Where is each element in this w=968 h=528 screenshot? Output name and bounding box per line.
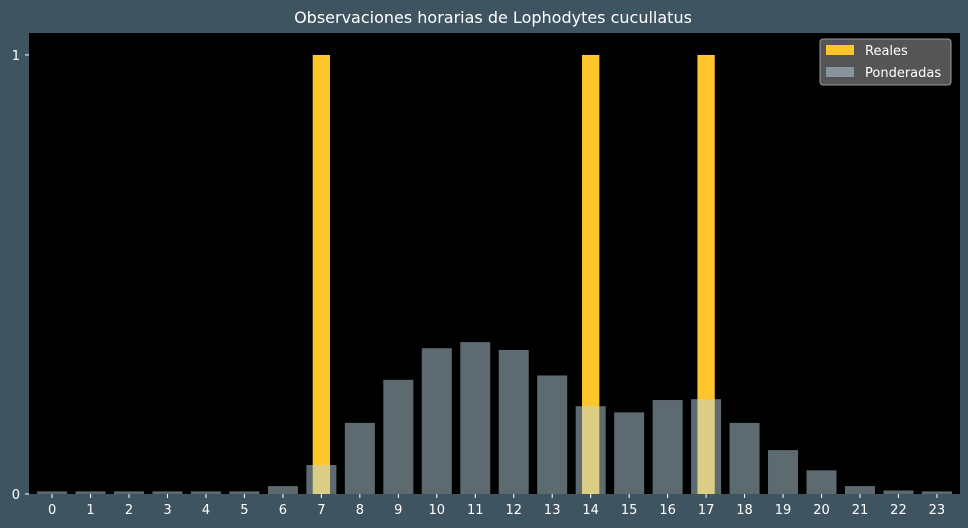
- x-tick-label-18: 18: [736, 503, 753, 518]
- bar-ponderadas-13: [537, 375, 568, 494]
- bar-reales-17: [697, 54, 715, 494]
- bar-ponderadas-19: [768, 450, 799, 494]
- x-tick-label-15: 15: [621, 503, 638, 518]
- bars: [37, 54, 952, 494]
- x-tick-label-8: 8: [356, 503, 364, 518]
- bar-ponderadas-3: [152, 491, 183, 494]
- bar-ponderadas-1: [75, 491, 106, 494]
- legend-label-ponderadas: Ponderadas: [865, 66, 941, 81]
- x-tick-label-17: 17: [698, 503, 715, 518]
- x-tick-label-14: 14: [582, 503, 599, 518]
- x-tick-label-3: 3: [163, 503, 171, 518]
- x-tick-label-23: 23: [929, 503, 946, 518]
- x-tick-label-9: 9: [394, 503, 402, 518]
- y-axis-ticks: 01: [12, 49, 29, 503]
- legend: Reales Ponderadas: [819, 38, 952, 86]
- x-tick-label-10: 10: [429, 503, 446, 518]
- bar-ponderadas-23: [921, 491, 952, 494]
- bar-ponderadas-10: [421, 348, 452, 494]
- bar-ponderadas-6: [267, 486, 298, 494]
- x-tick-label-6: 6: [279, 503, 287, 518]
- plot-area: [29, 33, 960, 494]
- bar-ponderadas-16: [652, 400, 683, 494]
- bar-ponderadas-22: [883, 490, 914, 494]
- y-tick-label-0: 0: [12, 488, 20, 503]
- bar-ponderadas-9: [383, 379, 414, 494]
- x-tick-label-20: 20: [813, 503, 830, 518]
- x-tick-label-19: 19: [775, 503, 792, 518]
- x-tick-label-1: 1: [86, 503, 94, 518]
- bar-ponderadas-8: [344, 422, 375, 494]
- x-tick-label-13: 13: [544, 503, 561, 518]
- bar-ponderadas-0: [37, 491, 68, 494]
- x-tick-label-5: 5: [240, 503, 248, 518]
- bar-ponderadas-7: [306, 465, 337, 494]
- bar-ponderadas-11: [460, 342, 491, 494]
- bar-ponderadas-15: [614, 412, 645, 494]
- x-tick-label-0: 0: [48, 503, 56, 518]
- bar-ponderadas-5: [229, 491, 260, 494]
- x-axis-ticks: 0 1 2 3 4 5 6 7 8 9 10 11 12 13 14 15 16 17 18 19 20 21 22 23: [48, 494, 945, 518]
- bar-ponderadas-20: [806, 470, 837, 494]
- bar-ponderadas-17: [691, 399, 722, 494]
- bar-ponderadas-14: [575, 406, 606, 494]
- bar-ponderadas-21: [844, 486, 875, 494]
- bar-ponderadas-4: [190, 491, 221, 494]
- bar-ponderadas-18: [729, 422, 760, 494]
- bar-reales-14: [582, 54, 600, 494]
- x-tick-label-4: 4: [202, 503, 210, 518]
- x-tick-label-16: 16: [659, 503, 676, 518]
- x-tick-label-7: 7: [317, 503, 325, 518]
- legend-swatch-ponderadas: [826, 67, 854, 77]
- legend-swatch-reales: [826, 45, 854, 55]
- x-tick-label-2: 2: [125, 503, 133, 518]
- legend-label-reales: Reales: [865, 44, 908, 59]
- bar-ponderadas-12: [498, 349, 529, 494]
- x-tick-label-21: 21: [852, 503, 869, 518]
- bar-reales-7: [312, 54, 331, 494]
- x-tick-label-22: 22: [890, 503, 907, 518]
- x-tick-label-12: 12: [505, 503, 522, 518]
- y-tick-label-1: 1: [12, 49, 20, 64]
- x-tick-label-11: 11: [467, 503, 484, 518]
- chart-title: Observaciones horarias de Lophodytes cuc…: [294, 8, 692, 27]
- bar-ponderadas-2: [114, 491, 145, 494]
